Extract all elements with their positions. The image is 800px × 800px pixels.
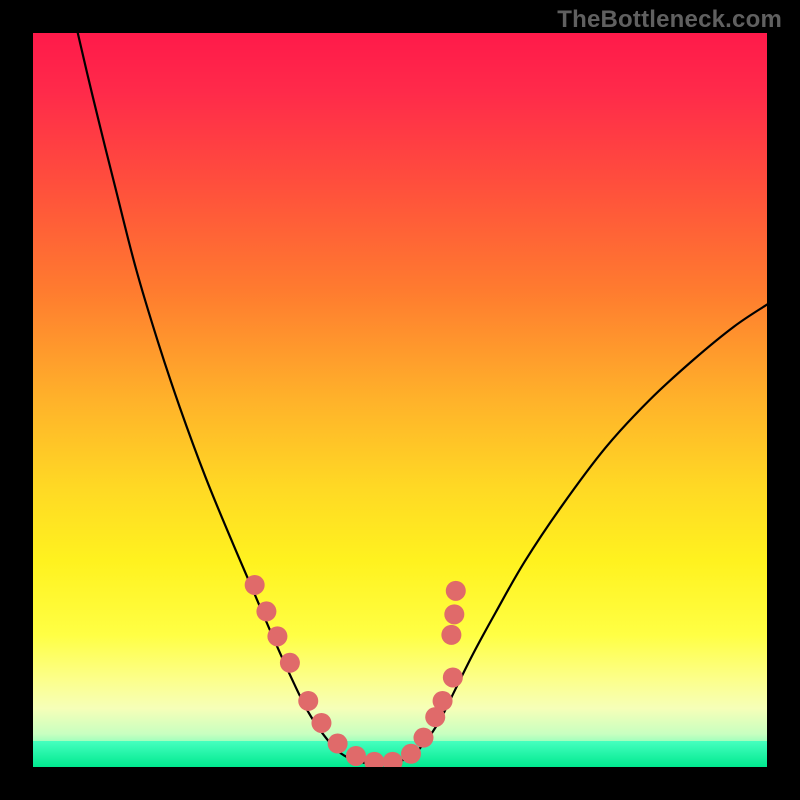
data-point-14 bbox=[443, 667, 463, 687]
data-markers bbox=[33, 33, 767, 767]
data-point-1 bbox=[256, 601, 276, 621]
data-point-7 bbox=[346, 746, 366, 766]
data-point-9 bbox=[383, 752, 403, 767]
data-point-4 bbox=[298, 691, 318, 711]
data-point-13 bbox=[433, 691, 453, 711]
chart-frame: TheBottleneck.com bbox=[0, 0, 800, 800]
data-point-6 bbox=[328, 734, 348, 754]
watermark-text: TheBottleneck.com bbox=[557, 6, 782, 34]
data-point-11 bbox=[413, 728, 433, 748]
data-point-10 bbox=[401, 744, 421, 764]
data-point-3 bbox=[280, 653, 300, 673]
data-point-0 bbox=[245, 575, 265, 595]
data-point-8 bbox=[364, 752, 384, 767]
data-point-5 bbox=[311, 713, 331, 733]
data-point-16 bbox=[444, 604, 464, 624]
data-point-17 bbox=[446, 581, 466, 601]
data-point-15 bbox=[441, 625, 461, 645]
data-point-2 bbox=[267, 626, 287, 646]
plot-area bbox=[33, 33, 767, 767]
